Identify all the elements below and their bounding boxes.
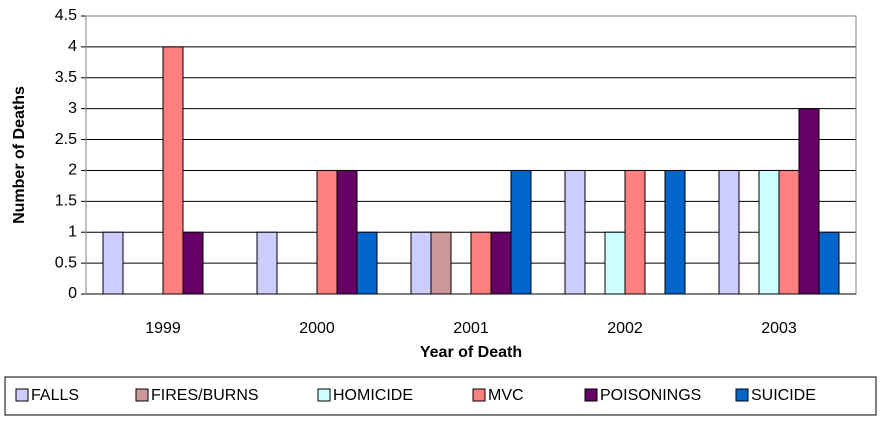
bar xyxy=(718,169,740,295)
bar xyxy=(102,231,124,295)
bar xyxy=(410,231,432,295)
bar xyxy=(430,231,452,295)
x-tick-label: 2001 xyxy=(453,320,489,337)
bar xyxy=(510,169,532,295)
x-axis-title: Year of Death xyxy=(420,344,522,361)
x-tick-label: 1999 xyxy=(145,320,181,337)
bar xyxy=(316,169,338,295)
legend-swatch xyxy=(472,388,486,402)
legend-label: POISONINGS xyxy=(600,387,701,404)
legend-label: HOMICIDE xyxy=(333,387,413,404)
y-tick-label: 3.5 xyxy=(55,69,77,86)
legend-label: FALLS xyxy=(31,387,79,404)
y-tick-label: 0 xyxy=(68,285,77,302)
bar xyxy=(470,231,492,295)
y-tick-label: 3 xyxy=(68,100,77,117)
bar xyxy=(356,231,378,295)
y-axis-title: Number of Deaths xyxy=(11,86,28,224)
x-tick-label: 2000 xyxy=(299,320,335,337)
x-tick-label: 2002 xyxy=(607,320,643,337)
bar xyxy=(758,169,780,295)
legend-swatch xyxy=(584,388,598,402)
bar xyxy=(798,108,820,295)
y-tick-label: 0.5 xyxy=(55,254,77,271)
legend-swatch xyxy=(317,388,331,402)
legend-label: FIRES/BURNS xyxy=(151,387,259,404)
bar xyxy=(818,231,840,295)
bar xyxy=(182,231,204,295)
bar xyxy=(778,169,800,295)
bar xyxy=(256,231,278,295)
y-tick-label: 4 xyxy=(68,38,77,55)
legend-box xyxy=(4,376,877,416)
bar xyxy=(564,169,586,295)
x-tick-label: 2003 xyxy=(761,320,797,337)
bar xyxy=(162,46,184,295)
bar xyxy=(604,231,626,295)
bar xyxy=(336,169,358,295)
bar xyxy=(624,169,646,295)
legend-label: SUICIDE xyxy=(751,387,816,404)
y-tick-label: 1 xyxy=(68,223,77,240)
legend-swatch xyxy=(135,388,149,402)
y-tick-label: 4.5 xyxy=(55,7,77,24)
y-tick-label: 1.5 xyxy=(55,193,77,210)
bar xyxy=(664,169,686,295)
y-tick-label: 2.5 xyxy=(55,131,77,148)
legend-label: MVC xyxy=(488,387,524,404)
y-tick-label: 2 xyxy=(68,162,77,179)
legend-swatch xyxy=(15,388,29,402)
legend-swatch xyxy=(735,388,749,402)
bar xyxy=(490,231,512,295)
